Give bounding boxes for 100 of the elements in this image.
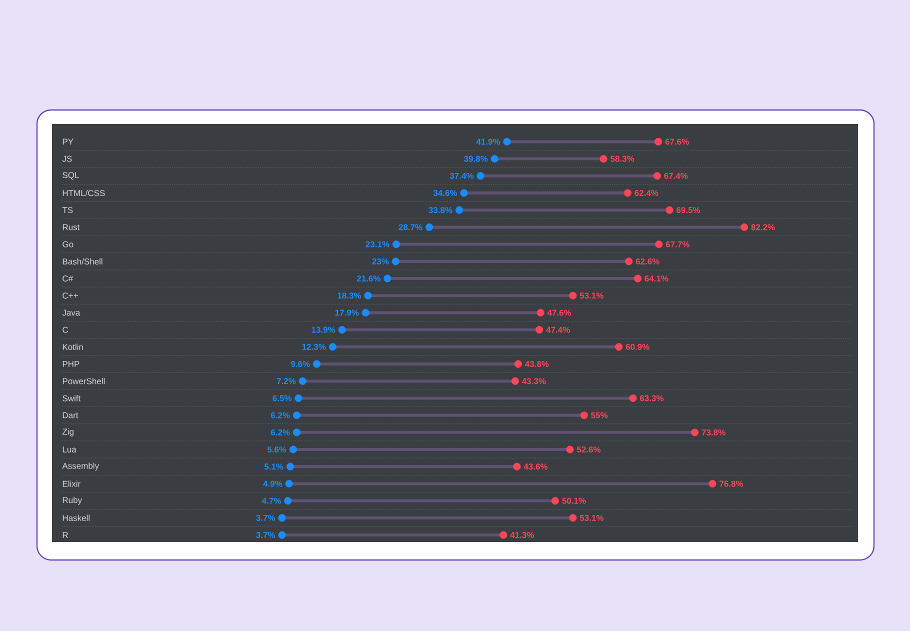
data-label: 52.6%	[576, 446, 601, 452]
y-tick-label: Lua	[62, 446, 76, 452]
y-tick-label: Haskell	[62, 514, 90, 522]
data-label: 67.6%	[665, 138, 689, 145]
point	[740, 223, 748, 231]
data-label: 62.6%	[636, 258, 660, 264]
y-tick-label: Dart	[62, 412, 78, 418]
y-tick-label: Swift	[62, 395, 81, 402]
data-label: 60.9%	[626, 344, 650, 350]
point	[476, 172, 484, 180]
data-label: 4.9%	[263, 480, 282, 487]
data-label: 6.2%	[270, 429, 290, 436]
y-tick-label: C	[62, 326, 68, 333]
y-tick-label: Kotlin	[62, 344, 83, 350]
point	[362, 308, 370, 316]
y-tick-label: Ruby	[62, 496, 82, 505]
data-label: 6.5%	[272, 395, 292, 402]
point	[708, 480, 716, 488]
data-label: 50.1%	[562, 498, 586, 504]
point	[580, 411, 588, 420]
data-label: 43.6%	[524, 464, 548, 470]
data-label: 4.7%	[262, 498, 281, 504]
data-label: 23.1%	[366, 241, 390, 248]
data-label: 28.7%	[398, 224, 422, 230]
point	[625, 258, 633, 266]
data-label: 41.9%	[476, 138, 500, 145]
y-tick-label: C#	[62, 275, 74, 282]
point	[392, 258, 400, 266]
point	[278, 531, 286, 539]
data-label: 33.8%	[428, 207, 452, 214]
point	[655, 240, 663, 248]
y-tick-label: PowerShell	[62, 378, 105, 384]
data-label: 62.4%	[634, 190, 658, 196]
data-label: 5.1%	[264, 464, 284, 470]
point	[384, 274, 392, 282]
data-label: 12.3%	[302, 344, 326, 350]
point	[289, 446, 297, 454]
data-label: 58.3%	[610, 156, 634, 162]
point	[615, 343, 623, 351]
data-label: 64.1%	[644, 275, 668, 282]
y-tick-label: HTML/CSS	[62, 190, 105, 196]
y-tick-label: Rust	[62, 224, 80, 230]
data-label: 63.3%	[640, 395, 664, 402]
data-label: 76.8%	[720, 480, 744, 487]
y-tick-label: Zig	[62, 428, 74, 436]
point	[514, 360, 522, 368]
data-label: 67.7%	[666, 241, 690, 248]
y-tick-label: Go	[62, 241, 74, 248]
data-label: 43.8%	[524, 360, 549, 368]
data-label: 53.1%	[580, 292, 604, 299]
data-label: 41.3%	[510, 532, 534, 538]
point	[312, 360, 321, 368]
data-label: 3.7%	[256, 532, 276, 538]
point	[691, 428, 699, 436]
data-label: 7.2%	[276, 378, 296, 384]
point	[298, 377, 306, 385]
data-label: 67.4%	[664, 172, 688, 179]
data-label: 43.3%	[522, 378, 546, 384]
data-label: 9.6%	[290, 360, 310, 367]
point	[500, 531, 508, 539]
point	[634, 274, 642, 282]
point	[292, 411, 301, 420]
data-label: 6.2%	[270, 412, 290, 418]
data-label: 34.6%	[433, 190, 458, 196]
y-tick-label: Assembly	[62, 462, 100, 471]
y-tick-label: Java	[62, 310, 80, 316]
data-label: 39.8%	[464, 156, 488, 162]
point	[392, 240, 400, 248]
y-tick-label: PY	[62, 138, 74, 145]
point	[284, 496, 292, 505]
point	[338, 326, 346, 334]
point	[600, 154, 608, 163]
point	[328, 343, 336, 351]
data-label: 3.7%	[256, 514, 276, 521]
y-tick-label: Elixir	[62, 480, 80, 487]
y-tick-label: PHP	[62, 361, 80, 367]
data-label: 23%	[372, 258, 389, 264]
y-tick-label: SQL	[62, 172, 79, 180]
y-tick-label: Bash/Shell	[62, 258, 102, 265]
y-tick-label: JS	[62, 156, 72, 162]
point	[569, 292, 577, 300]
data-label: 13.9%	[312, 326, 336, 333]
point	[569, 514, 577, 522]
point	[629, 394, 637, 402]
point	[503, 138, 511, 146]
data-label: 5.6%	[267, 446, 286, 452]
point	[490, 154, 498, 163]
point	[536, 326, 544, 334]
point	[513, 462, 521, 470]
y-tick-label: C++	[62, 292, 78, 299]
data-label: 37.4%	[450, 172, 474, 179]
data-label: 82.2%	[751, 224, 775, 230]
data-label: 21.6%	[356, 275, 380, 282]
point	[536, 308, 544, 316]
data-label: 47.4%	[546, 326, 570, 333]
point	[460, 189, 468, 197]
point	[624, 189, 632, 197]
point	[425, 223, 434, 231]
point	[294, 394, 302, 402]
point	[566, 446, 574, 454]
